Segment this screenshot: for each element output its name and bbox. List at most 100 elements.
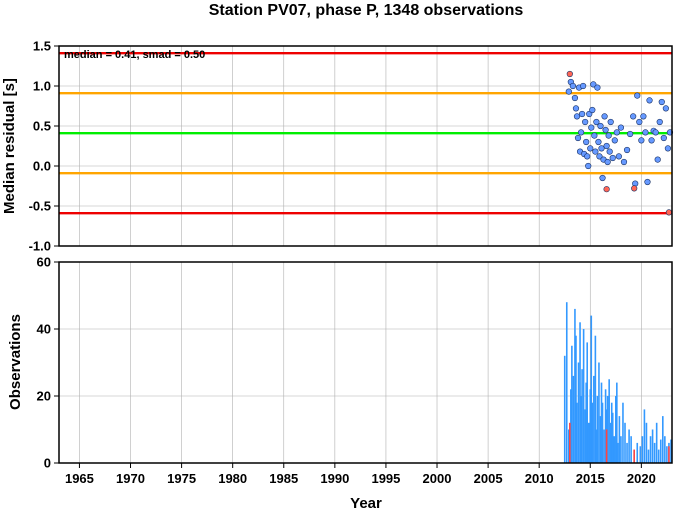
observation-bar: [659, 439, 662, 463]
observation-bar: [576, 402, 578, 463]
observation-bar: [645, 422, 648, 463]
residual-y-tick-label: 0.0: [33, 159, 51, 174]
observation-bar: [615, 396, 617, 463]
residual-y-tick-label: 1.0: [33, 79, 51, 94]
residual-point: [605, 132, 612, 139]
observation-bar: [670, 439, 672, 463]
observations-plot-frame: [58, 261, 673, 464]
observation-bars: [563, 302, 672, 463]
residual-point: [630, 113, 637, 120]
residual-point: [607, 118, 614, 126]
residual-y-tick-label: 1.5: [33, 39, 51, 54]
observation-bar: [620, 436, 622, 463]
residual-point: [592, 148, 599, 155]
observation-bar: [636, 442, 639, 463]
observations-y-axis-label: Observations: [7, 314, 24, 410]
residual-point: [565, 88, 572, 95]
observation-bar: [655, 422, 658, 463]
observation-bar: [610, 402, 613, 463]
observation-bar: [639, 446, 642, 463]
x-tick-label: 2000: [423, 471, 452, 486]
observation-bar: [568, 429, 570, 463]
observation-bar: [664, 436, 666, 463]
observations-y-tick-label: 60: [37, 255, 51, 270]
observation-bar: [608, 379, 610, 463]
residual-y-tick-label: -0.5: [29, 199, 51, 214]
x-tick-label: 1990: [320, 471, 349, 486]
observations-y-tick-label: 0: [44, 456, 51, 471]
residual-plot-area: [59, 46, 672, 246]
residual-reference-lines: [59, 52, 672, 215]
residual-point: [571, 94, 579, 102]
residual-point: [589, 106, 596, 114]
residual-y-tick-label: 0.5: [33, 119, 51, 134]
observation-bar: [622, 402, 624, 463]
residual-point: [640, 113, 647, 120]
x-tick-label: 1970: [116, 471, 145, 486]
residual-point: [636, 118, 643, 126]
residual-panel: 1.5 1.0 0.5 0.0 -0.5 -1.0 median = 0.41, smad…: [1, 39, 674, 254]
observation-bar: [613, 436, 616, 463]
outlier-residual-point: [603, 186, 610, 193]
residual-point: [642, 129, 649, 136]
x-tick-label: 2010: [525, 471, 554, 486]
observation-bar: [606, 396, 609, 463]
residual-point: [660, 134, 667, 142]
observation-bar: [598, 362, 600, 463]
residual-point: [634, 92, 641, 99]
residual-point: [654, 156, 661, 163]
residual-point: [620, 158, 628, 166]
residual-point: [613, 129, 620, 136]
observation-bar: [577, 362, 580, 463]
outlier-residual-point: [566, 70, 573, 78]
observation-bar: [585, 382, 587, 463]
residual-point: [599, 174, 606, 182]
residual-point: [623, 146, 631, 154]
chart-title: Station PV07, phase P, 1348 observations: [209, 2, 524, 19]
observation-bar: [604, 389, 607, 463]
observation-bar: [587, 422, 590, 463]
residual-point: [658, 98, 665, 106]
observations-y-tick-label: 20: [37, 389, 51, 404]
observations-y-ticks: 60 40 20 0: [37, 255, 59, 471]
residual-point: [601, 113, 608, 120]
residual-point: [611, 137, 618, 144]
x-tick-label: 1995: [371, 471, 400, 486]
observation-bar: [609, 422, 612, 463]
observation-bar: [651, 429, 654, 463]
outlier-residual-point: [665, 209, 673, 216]
observation-bar: [579, 322, 581, 463]
observation-bar: [628, 429, 630, 463]
observation-bar: [570, 389, 572, 463]
residual-point: [648, 137, 655, 144]
observation-bar: [603, 429, 605, 463]
observation-bar: [611, 412, 614, 463]
observation-bar: [574, 308, 576, 463]
residual-point: [593, 118, 600, 126]
observation-bar: [593, 375, 595, 463]
observation-bar: [601, 402, 604, 463]
residual-point: [617, 124, 625, 131]
observation-bar: [584, 409, 586, 463]
observation-bar: [563, 355, 566, 463]
outlier-residual-point: [631, 185, 638, 192]
observation-bar: [643, 409, 646, 463]
observation-bar: [624, 422, 626, 463]
stats-annotation: median = 0.41, smad = 0.50: [64, 49, 205, 61]
observation-bar: [616, 382, 618, 463]
observation-bar: [595, 429, 598, 463]
observation-bar: [666, 446, 668, 463]
residual-point: [662, 105, 669, 112]
residual-point: [594, 84, 601, 91]
outlier-observation-bar: [633, 449, 635, 463]
residual-point: [638, 137, 645, 144]
year-x-axis-label: Year: [350, 495, 382, 511]
observation-bar: [586, 342, 589, 463]
residual-y-ticks: 1.5 1.0 0.5 0.0 -0.5 -1.0: [29, 39, 59, 254]
outlier-observation-bar: [605, 429, 608, 463]
residual-point: [652, 129, 659, 136]
residual-y-tick-label: -1.0: [29, 239, 51, 254]
observation-bar: [649, 436, 652, 463]
residual-point: [615, 153, 622, 160]
